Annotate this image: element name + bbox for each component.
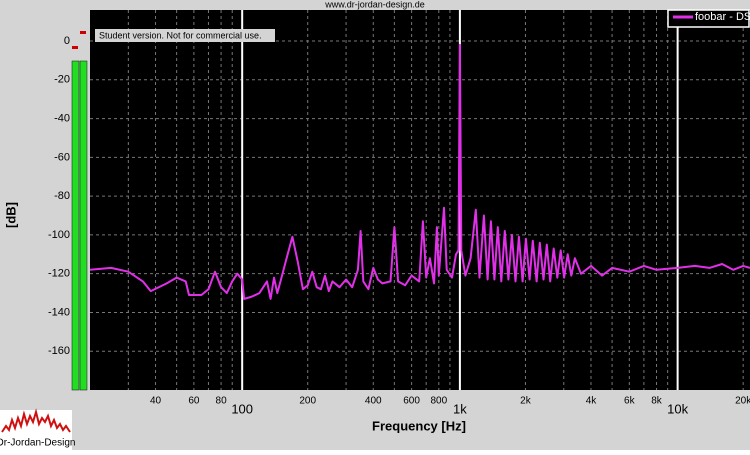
y-tick-label: 0 xyxy=(64,35,70,47)
y-tick-label: -20 xyxy=(54,74,70,86)
peak-marker xyxy=(80,31,86,34)
y-tick-label: -120 xyxy=(48,268,70,280)
x-tick-label: 800 xyxy=(430,396,447,407)
x-tick-label: 4k xyxy=(586,396,598,407)
logo-text: Dr-Jordan-Design xyxy=(0,438,75,449)
notice-text: Student version. Not for commercial use. xyxy=(99,30,262,40)
x-tick-label: 200 xyxy=(299,396,316,407)
peak-marker xyxy=(72,46,78,49)
x-axis-label: Frequency [Hz] xyxy=(372,418,466,433)
x-tick-label: 400 xyxy=(365,396,382,407)
logo-background xyxy=(0,410,72,450)
url-text: www.dr-jordan-design.de xyxy=(324,0,425,9)
x-tick-label: 80 xyxy=(216,396,228,407)
y-tick-label: -100 xyxy=(48,229,70,241)
spectrum-line xyxy=(90,43,750,300)
x-tick-label: 8k xyxy=(651,396,663,407)
x-tick-label: 1k xyxy=(453,401,467,416)
y-tick-label: -40 xyxy=(54,112,70,124)
x-tick-label: 100 xyxy=(231,401,253,416)
plot-area xyxy=(90,10,750,390)
x-tick-label: 2k xyxy=(520,396,532,407)
y-tick-label: -80 xyxy=(54,190,70,202)
legend-box xyxy=(667,9,750,28)
x-tick-label: 10k xyxy=(667,401,688,416)
legend: foobar - DS xyxy=(667,9,750,28)
y-tick-label: -60 xyxy=(54,151,70,163)
y-tick-label: -140 xyxy=(48,306,70,318)
legend-label: foobar - DS xyxy=(695,11,750,23)
logo: Dr-Jordan-Design xyxy=(0,408,75,450)
level-meter-right xyxy=(79,60,88,391)
y-tick-label: -160 xyxy=(48,345,70,357)
level-meter-left xyxy=(71,60,80,391)
x-tick-label: 60 xyxy=(188,396,200,407)
x-tick-label: 6k xyxy=(624,396,636,407)
logo-wave xyxy=(1,408,71,433)
notice-box xyxy=(95,29,275,42)
x-tick-label: 20k xyxy=(735,396,750,407)
x-tick-label: 600 xyxy=(403,396,420,407)
y-axis-label: [dB] xyxy=(3,202,18,228)
x-tick-label: 40 xyxy=(150,396,162,407)
plot-layer xyxy=(90,43,750,300)
